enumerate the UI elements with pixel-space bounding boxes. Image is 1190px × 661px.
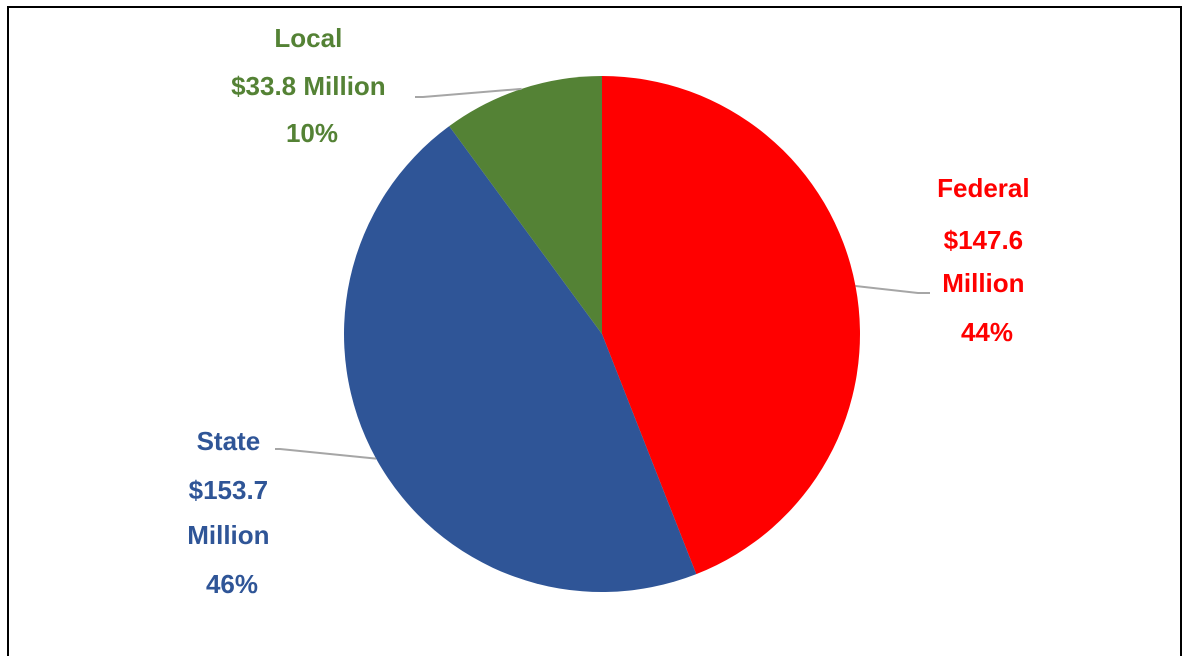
leader-line-local [415, 87, 522, 98]
pie-slice-local [449, 76, 602, 334]
local-label-name: Local [274, 23, 342, 53]
leader-line-state [275, 448, 377, 460]
federal-label: Federal $147.6 Million 44% [937, 173, 1037, 347]
chart-frame [7, 6, 1182, 656]
pie-slice-state [344, 126, 697, 593]
state-label-name: State [197, 426, 261, 456]
local-label-amount: $33.8 Million [231, 71, 386, 101]
pie-slice-federal [602, 76, 860, 575]
leader-line-federal [855, 285, 930, 294]
local-label-percent: 10% [286, 118, 338, 148]
local-label: Local $33.8 Million 10% [231, 23, 393, 148]
federal-label-amount: $147.6 [944, 225, 1024, 255]
state-label-amount: $153.7 [189, 475, 269, 505]
federal-label-percent: 44% [961, 317, 1013, 347]
state-label-percent: 46% [206, 569, 258, 599]
pie-slices [344, 76, 860, 593]
leader-lines [275, 87, 930, 460]
federal-label-unit: Million [942, 268, 1024, 298]
state-label-unit: Million [187, 520, 269, 550]
federal-label-name: Federal [937, 173, 1030, 203]
state-label: State $153.7 Million 46% [187, 426, 277, 599]
